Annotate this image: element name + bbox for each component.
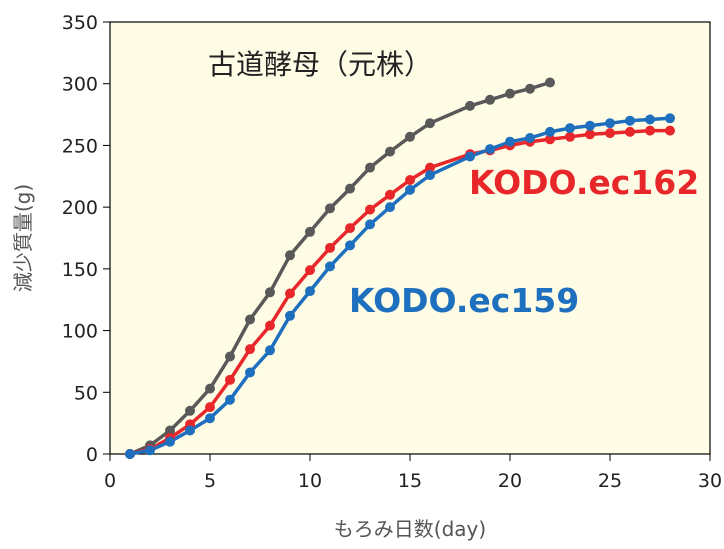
x-tick-label: 15 bbox=[398, 470, 422, 492]
series-1-point bbox=[665, 125, 675, 136]
x-axis-ticks: 0 5 10 15 20 25 30 bbox=[104, 454, 722, 492]
series-0-point bbox=[245, 314, 255, 325]
series-1-point bbox=[645, 125, 655, 136]
series-2-point bbox=[125, 449, 135, 459]
series-1-point bbox=[205, 402, 215, 413]
series-2-point bbox=[605, 118, 615, 129]
series-2-point bbox=[485, 144, 495, 155]
series-2-point bbox=[405, 184, 415, 195]
series-2-point bbox=[265, 345, 275, 356]
series-2-point bbox=[425, 170, 435, 181]
series-2-point bbox=[525, 133, 535, 143]
x-tick-label: 10 bbox=[298, 470, 322, 492]
series-0-point bbox=[545, 77, 555, 88]
series-labels: 古道酵母（元株） KODO.ec162 KODO.ec159 bbox=[208, 48, 699, 320]
series-2-point bbox=[145, 445, 155, 456]
plot-area bbox=[109, 21, 711, 455]
y-tick-label: 300 bbox=[62, 74, 98, 96]
y-tick-label: 350 bbox=[62, 12, 98, 34]
y-tick-label: 100 bbox=[62, 321, 98, 343]
series-0-point bbox=[185, 405, 195, 416]
series-1-point bbox=[545, 134, 555, 145]
x-tick-label: 30 bbox=[698, 470, 722, 492]
series-1-point bbox=[285, 288, 295, 299]
series-0-point bbox=[465, 100, 475, 111]
series-2-point bbox=[385, 202, 395, 213]
series-2-point bbox=[545, 126, 555, 137]
series-1-point bbox=[565, 131, 575, 142]
series-2-point bbox=[585, 120, 595, 131]
series-2-point bbox=[565, 123, 575, 134]
y-tick-label: 150 bbox=[62, 259, 98, 281]
series-2-point bbox=[305, 286, 315, 297]
series-0-point bbox=[225, 351, 235, 362]
series-0-point bbox=[365, 162, 375, 173]
series-0-point bbox=[385, 146, 395, 157]
y-tick-label: 200 bbox=[62, 197, 98, 219]
y-tick-label: 250 bbox=[62, 135, 98, 157]
series-2-point bbox=[465, 151, 475, 162]
series-group bbox=[125, 77, 675, 459]
series-2-point bbox=[285, 310, 295, 321]
series-0-point bbox=[525, 83, 535, 94]
series-1-point bbox=[265, 320, 275, 331]
series-label-kodo-original: 古道酵母（元株） bbox=[208, 48, 432, 81]
y-axis-ticks: 0 50 100 150 200 250 300 350 bbox=[62, 12, 110, 466]
series-0-point bbox=[325, 203, 335, 214]
series-2-point bbox=[625, 115, 635, 126]
series-1-point bbox=[325, 242, 335, 253]
series-0-point bbox=[285, 250, 295, 261]
y-tick-label: 50 bbox=[74, 382, 98, 404]
series-2-point bbox=[645, 114, 655, 125]
x-tick-label: 20 bbox=[498, 470, 522, 492]
series-0-point bbox=[505, 88, 515, 99]
x-axis-title: もろみ日数(day) bbox=[334, 517, 486, 541]
series-2-point bbox=[205, 413, 215, 424]
series-0-point bbox=[405, 131, 415, 142]
y-tick-label: 0 bbox=[86, 444, 98, 466]
series-0-point bbox=[305, 226, 315, 237]
series-0-point bbox=[485, 94, 495, 105]
series-2-point bbox=[185, 425, 195, 436]
series-label-kodo-ec159: KODO.ec159 bbox=[349, 281, 579, 320]
x-tick-label: 25 bbox=[598, 470, 622, 492]
series-2-point bbox=[665, 113, 675, 124]
series-1-point bbox=[605, 128, 615, 139]
y-axis-title: 減少質量(g) bbox=[11, 184, 35, 292]
series-2-point bbox=[505, 136, 515, 147]
x-tick-label: 5 bbox=[204, 470, 216, 492]
x-tick-label: 0 bbox=[104, 470, 116, 492]
series-1-point bbox=[585, 129, 595, 140]
series-1-point bbox=[225, 374, 235, 385]
series-2-point bbox=[225, 394, 235, 405]
series-1-point bbox=[305, 265, 315, 276]
series-1-point bbox=[245, 344, 255, 355]
series-0-point bbox=[205, 383, 215, 394]
series-1-point bbox=[385, 189, 395, 200]
series-1-point bbox=[425, 162, 435, 173]
series-0-point bbox=[165, 425, 175, 436]
series-1-point bbox=[625, 126, 635, 137]
series-0-point bbox=[265, 287, 275, 298]
series-2-point bbox=[165, 436, 175, 447]
series-1-point bbox=[345, 223, 355, 234]
series-0-point bbox=[345, 183, 355, 194]
series-1-point bbox=[405, 175, 415, 185]
series-label-kodo-ec162: KODO.ec162 bbox=[469, 163, 699, 202]
series-2-point bbox=[325, 261, 335, 272]
series-1-point bbox=[365, 204, 375, 215]
series-2-point bbox=[345, 240, 355, 251]
series-2-point bbox=[365, 219, 375, 230]
series-2-point bbox=[245, 367, 255, 378]
series-0-point bbox=[425, 118, 435, 129]
